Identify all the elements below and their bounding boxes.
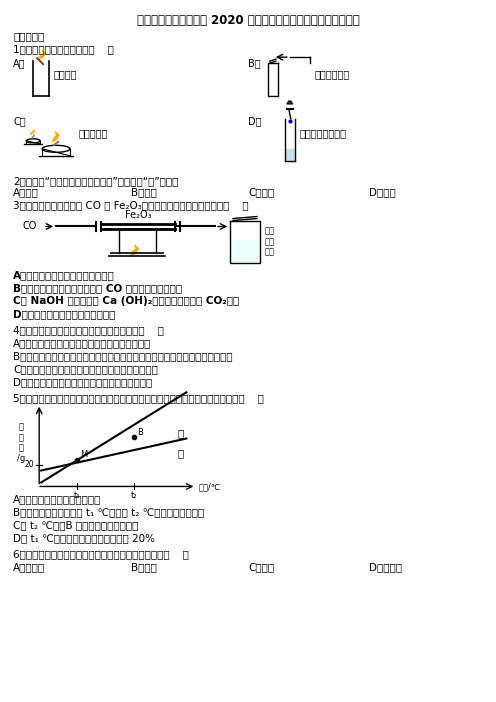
Text: A．分子: A．分子 [13,187,39,198]
Text: 2．广告词“儿童厌食，补锨是关键”。这里的“镈”指的是: 2．广告词“儿童厌食，补锨是关键”。这里的“镈”指的是 [13,176,179,186]
Polygon shape [52,132,59,142]
Text: B．: B． [248,58,260,68]
Text: B: B [136,428,142,437]
Text: D．木炭在氧气中燃烧，发出白光，放出大量的热: D．木炭在氧气中燃烧，发出白光，放出大量的热 [13,377,153,387]
Text: 甲: 甲 [177,429,184,439]
Text: 收集二氧化碳: 收集二氧化碳 [314,69,350,79]
Text: B．原子: B．原子 [130,187,157,198]
Text: 3．某同学用如装置进行 CO 与 Fe₂O₃的反应，下列说法不正确的是（    ）: 3．某同学用如装置进行 CO 与 Fe₂O₃的反应，下列说法不正确的是（ ） [13,201,249,211]
Text: 20: 20 [25,460,34,469]
Text: C．氯氧化钓溶液中滴加氯化鐵溶液出现红褐色沉淠: C．氯氧化钓溶液中滴加氯化鐵溶液出现红褐色沉淠 [13,364,158,374]
Text: 氢氧
化钓
溶液: 氢氧 化钓 溶液 [265,227,275,256]
Text: 一、选择题: 一、选择题 [13,32,45,41]
Text: 温度/℃: 温度/℃ [198,482,221,491]
Text: C． NaOH 溶液应改为 Ca (OH)₂溶液以检验产生的 CO₂气体: C． NaOH 溶液应改为 Ca (OH)₂溶液以检验产生的 CO₂气体 [13,296,240,306]
Text: 乙: 乙 [177,449,184,458]
Text: CO: CO [22,222,36,232]
Text: 6．构成下列物质的微粒与构成冰的微粒种类相同的是（    ）: 6．构成下列物质的微粒与构成冰的微粒种类相同的是（ ） [13,549,189,559]
Text: A．把碳酸钓溶液滴到蓝色石蕊试纸上，试纸变红: A．把碳酸钓溶液滴到蓝色石蕊试纸上，试纸变红 [13,338,152,348]
Polygon shape [39,51,45,58]
Text: 溶
解
度
/g: 溶 解 度 /g [17,423,25,463]
Text: 4．下列对有关实验现象的描述中，错误的是（    ）: 4．下列对有关实验现象的描述中，错误的是（ ） [13,325,164,335]
Text: A．: A． [13,58,26,68]
Text: B．水銀: B．水銀 [130,562,157,572]
Text: Fe₂O₃: Fe₂O₃ [125,209,152,220]
Polygon shape [287,101,293,104]
Text: C． t₂ ℃时，B 点对应的甲溶液不饱和: C． t₂ ℃时，B 点对应的甲溶液不饱和 [13,520,139,530]
Text: B．电解水时，用带火星的木条靠近与电源正极相连的玻璃管内气体，木条复燃: B．电解水时，用带火星的木条靠近与电源正极相连的玻璃管内气体，木条复燃 [13,351,233,361]
Text: D． t₁ ℃时乙饱和溶液的质量分数为 20%: D． t₁ ℃时乙饱和溶液的质量分数为 20% [13,534,155,543]
Text: A．甲的溶解度大于乙的溶解度: A．甲的溶解度大于乙的溶解度 [13,494,102,505]
Text: D．: D． [248,116,261,126]
Text: C．: C． [13,116,26,126]
Polygon shape [231,241,259,263]
Text: D．单质: D．单质 [370,187,396,198]
Text: t₁: t₁ [73,491,80,501]
Text: 氧气验满: 氧气验满 [53,69,76,79]
Text: 点燃酒精灯: 点燃酒精灯 [79,128,108,138]
Text: 5．下图是甲、乙两种固体物质（不含结晶水）的溶解度曲线。下列说法正确的是（    ）: 5．下图是甲、乙两种固体物质（不含结晶水）的溶解度曲线。下列说法正确的是（ ） [13,393,264,403]
Text: A．该实验装置应增加尾气处理装置: A．该实验装置应增加尾气处理装置 [13,270,115,280]
Text: 山东省菏泽鄄城县联考 2020 届化学九年级上学期期末调研测试题: 山东省菏泽鄄城县联考 2020 届化学九年级上学期期末调研测试题 [136,14,360,27]
Text: D．直玻璃管内粉末由黑色变成红色: D．直玻璃管内粉末由黑色变成红色 [13,309,116,319]
Text: C．液氯: C．液氯 [248,562,274,572]
Polygon shape [286,149,294,161]
Text: 向试管中滴加液体: 向试管中滴加液体 [300,128,347,138]
Text: 1．下列实验操作正确的是（    ）: 1．下列实验操作正确的是（ ） [13,44,114,54]
Polygon shape [30,130,35,135]
Text: A．金冈石: A．金冈石 [13,562,46,572]
Text: B．加热前应先通入一段时间的 CO 以排尽装置内的空气: B．加热前应先通入一段时间的 CO 以排尽装置内的空气 [13,284,183,293]
Text: C．元素: C．元素 [248,187,274,198]
Polygon shape [130,246,138,256]
Text: D．氯化钓: D．氯化钓 [370,562,402,572]
Text: M: M [80,450,87,459]
Text: t₂: t₂ [130,491,137,501]
Text: B．乙饱和溶液的温度从 t₁ ℃升温至 t₂ ℃时，均有固体析出: B．乙饱和溶液的温度从 t₁ ℃升温至 t₂ ℃时，均有固体析出 [13,508,204,517]
